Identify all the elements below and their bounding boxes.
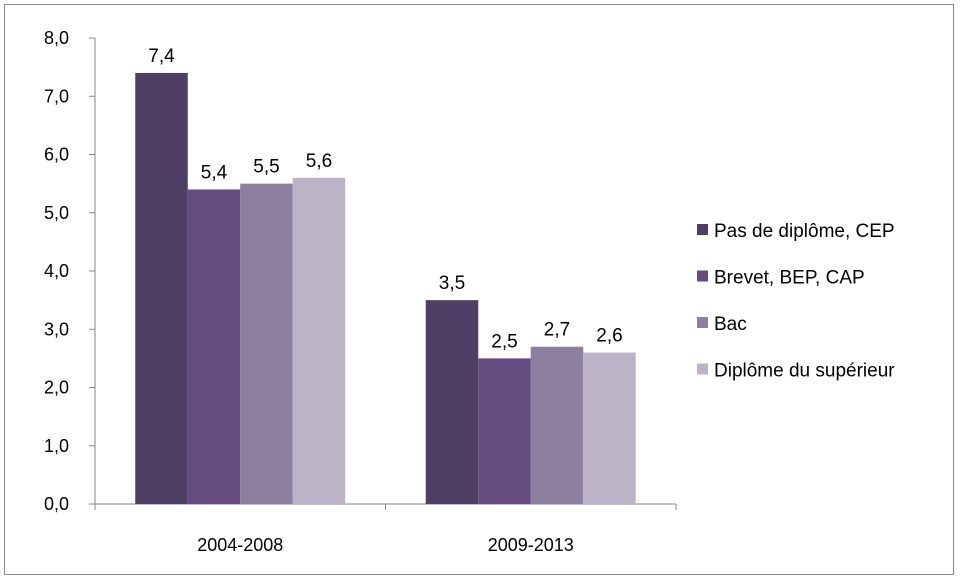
y-tick-label: 6,0 — [44, 145, 69, 165]
bar-value-label: 5,6 — [306, 151, 332, 172]
legend-swatch — [697, 270, 708, 282]
bars — [135, 72, 636, 505]
bar-value-label: 5,4 — [201, 162, 228, 183]
bar-value-label: 2,5 — [491, 331, 517, 352]
x-category-label: 2009-2013 — [488, 535, 574, 555]
legend-item-label: Diplôme du supérieur — [714, 361, 895, 382]
y-tick-label: 4,0 — [44, 261, 69, 281]
legend-item-label: Pas de diplôme, CEP — [714, 221, 895, 242]
bar — [135, 72, 188, 504]
bar — [292, 177, 346, 505]
bar — [425, 300, 479, 504]
bar-value-label: 3,5 — [439, 273, 465, 294]
legend: Pas de diplôme, CEP Brevet, BEP, CAP Bac Di… — [697, 221, 895, 382]
legend-item-label: Bac — [714, 314, 747, 335]
x-category-label: 2004-2008 — [197, 535, 283, 555]
legend-swatch — [697, 317, 708, 328]
bar-value-label: 2,6 — [596, 326, 622, 347]
bar-value-label: 2,7 — [544, 320, 570, 341]
bar — [187, 189, 241, 504]
bar-value-label: 5,5 — [253, 157, 279, 178]
legend-item-label: Brevet, BEP, CAP — [714, 268, 865, 289]
y-tick-label: 3,0 — [44, 319, 69, 339]
y-tick-label: 1,0 — [44, 436, 69, 456]
x-axis: 2004-2008 2009-2013 — [94, 503, 677, 555]
legend-swatch — [697, 363, 708, 375]
bar — [583, 352, 636, 504]
y-tick-label: 5,0 — [44, 203, 69, 223]
bar — [240, 183, 293, 504]
data-labels: 7,4 5,4 5,5 5,6 3,5 2,5 2,7 2,6 — [148, 46, 622, 352]
y-tick-label: 7,0 — [44, 86, 69, 106]
bar-value-label: 7,4 — [148, 46, 175, 67]
bar — [530, 346, 584, 504]
y-tick-label: 8,0 — [44, 28, 69, 48]
legend-swatch — [697, 224, 708, 235]
y-axis: 0,0 1,0 2,0 3,0 4,0 5,0 6,0 7,0 8,0 — [44, 28, 96, 514]
bar — [478, 358, 531, 504]
y-tick-label: 0,0 — [44, 494, 69, 514]
y-tick-label: 2,0 — [44, 378, 69, 398]
